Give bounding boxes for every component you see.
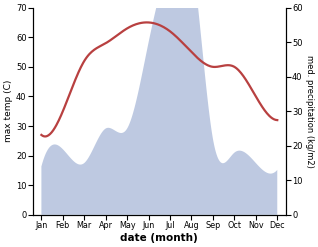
Y-axis label: max temp (C): max temp (C): [4, 80, 13, 143]
X-axis label: date (month): date (month): [121, 233, 198, 243]
Y-axis label: med. precipitation (kg/m2): med. precipitation (kg/m2): [305, 55, 314, 168]
